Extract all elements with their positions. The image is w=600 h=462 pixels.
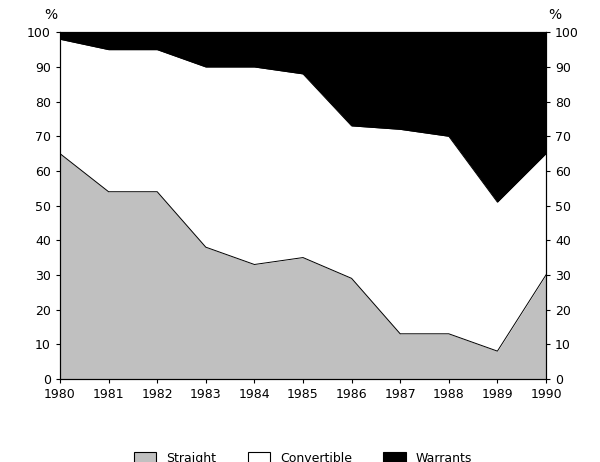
Legend: Straight, Convertible, Warrants: Straight, Convertible, Warrants: [129, 447, 477, 462]
Text: %: %: [44, 8, 58, 22]
Text: %: %: [548, 8, 562, 22]
